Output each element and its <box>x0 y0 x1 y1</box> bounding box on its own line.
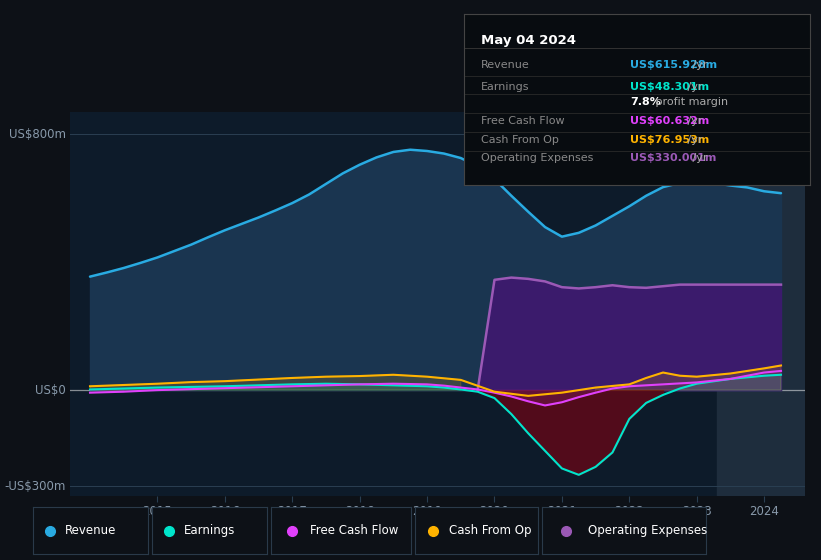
Text: /yr: /yr <box>690 153 708 164</box>
Text: /yr: /yr <box>690 60 708 70</box>
Text: US$48.301m: US$48.301m <box>631 82 709 92</box>
Text: /yr: /yr <box>684 116 703 126</box>
Text: May 04 2024: May 04 2024 <box>481 35 576 48</box>
Text: US$800m: US$800m <box>9 128 67 141</box>
Text: Operating Expenses: Operating Expenses <box>481 153 594 164</box>
Text: Revenue: Revenue <box>481 60 530 70</box>
Text: /yr: /yr <box>684 134 703 144</box>
Text: US$76.953m: US$76.953m <box>631 134 709 144</box>
Text: 7.8%: 7.8% <box>631 97 661 107</box>
Text: Cash From Op: Cash From Op <box>449 524 531 537</box>
Bar <box>717 112 805 496</box>
Text: Operating Expenses: Operating Expenses <box>588 524 707 537</box>
Text: profit margin: profit margin <box>652 97 727 107</box>
Text: Earnings: Earnings <box>184 524 236 537</box>
Text: Earnings: Earnings <box>481 82 530 92</box>
Text: Revenue: Revenue <box>65 524 117 537</box>
Text: Free Cash Flow: Free Cash Flow <box>481 116 565 126</box>
Text: /yr: /yr <box>684 82 703 92</box>
Text: Cash From Op: Cash From Op <box>481 134 559 144</box>
Text: US$0: US$0 <box>35 384 67 396</box>
Text: US$60.632m: US$60.632m <box>631 116 709 126</box>
Text: US$615.928m: US$615.928m <box>631 60 718 70</box>
Text: Free Cash Flow: Free Cash Flow <box>310 524 398 537</box>
Text: -US$300m: -US$300m <box>5 479 67 492</box>
Text: US$330.001m: US$330.001m <box>631 153 717 164</box>
